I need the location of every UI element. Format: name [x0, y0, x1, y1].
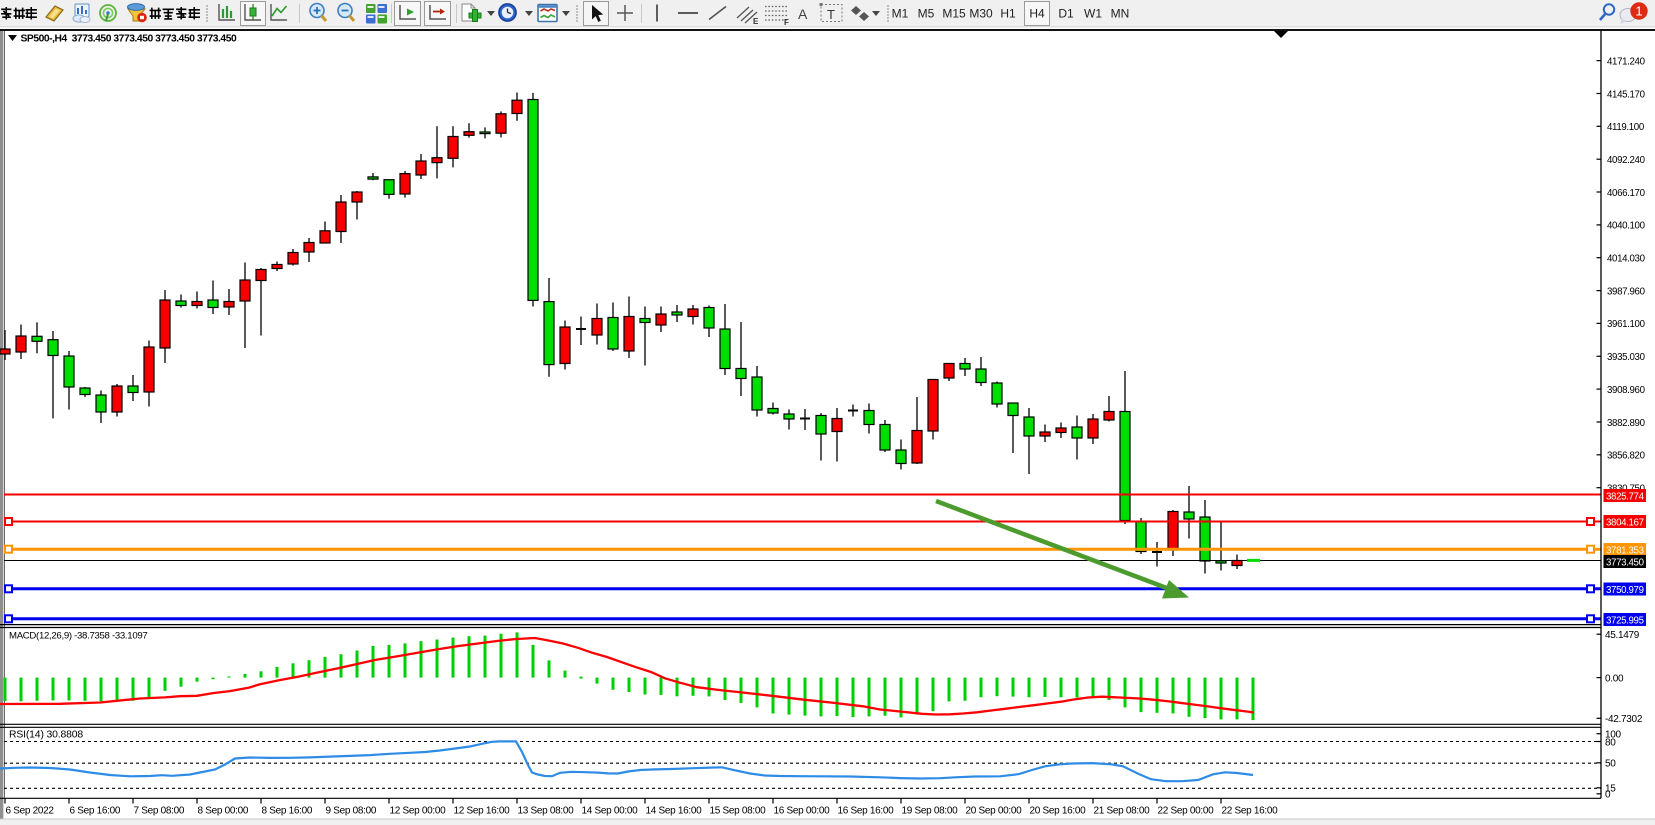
svg-text:H4: H4 — [1029, 7, 1045, 21]
svg-text:14 Sep 00:00: 14 Sep 00:00 — [582, 806, 639, 817]
svg-text:16 Sep 00:00: 16 Sep 00:00 — [774, 806, 831, 817]
svg-text:3773.450: 3773.450 — [1606, 557, 1645, 568]
svg-text:12 Sep 16:00: 12 Sep 16:00 — [454, 806, 511, 817]
svg-text:M5: M5 — [918, 7, 935, 21]
svg-text:D1: D1 — [1058, 7, 1074, 21]
svg-text:20 Sep 00:00: 20 Sep 00:00 — [966, 806, 1023, 817]
svg-text:3825.774: 3825.774 — [1606, 491, 1645, 502]
svg-text:3987.960: 3987.960 — [1607, 286, 1646, 297]
svg-text:22 Sep 00:00: 22 Sep 00:00 — [1158, 806, 1215, 817]
svg-text:MN: MN — [1111, 7, 1130, 21]
svg-text:3804.167: 3804.167 — [1606, 517, 1644, 528]
svg-text:M15: M15 — [942, 7, 966, 21]
svg-text:21 Sep 08:00: 21 Sep 08:00 — [1094, 806, 1151, 817]
svg-text:F: F — [784, 18, 789, 27]
svg-text:MACD(12,26,9) -38.7358 -33.109: MACD(12,26,9) -38.7358 -33.1097 — [9, 631, 147, 642]
svg-text:4171.240: 4171.240 — [1607, 56, 1646, 67]
svg-text:22 Sep 16:00: 22 Sep 16:00 — [1222, 806, 1279, 817]
svg-text:W1: W1 — [1084, 7, 1102, 21]
svg-text:12 Sep 00:00: 12 Sep 00:00 — [390, 806, 447, 817]
svg-text:M30: M30 — [969, 7, 993, 21]
svg-text:E: E — [753, 17, 759, 26]
svg-text:A: A — [798, 6, 808, 22]
svg-text:15 Sep 08:00: 15 Sep 08:00 — [710, 806, 767, 817]
svg-text:4145.170: 4145.170 — [1607, 89, 1646, 100]
svg-text:45.1479: 45.1479 — [1605, 630, 1640, 641]
svg-text:50: 50 — [1605, 759, 1616, 770]
svg-text:19 Sep 08:00: 19 Sep 08:00 — [902, 806, 959, 817]
svg-text:4014.030: 4014.030 — [1607, 254, 1646, 265]
svg-text:4066.170: 4066.170 — [1607, 188, 1646, 199]
svg-text:100: 100 — [1605, 730, 1622, 741]
svg-text:4040.100: 4040.100 — [1607, 221, 1646, 232]
svg-text:3856.820: 3856.820 — [1607, 451, 1646, 462]
svg-text:3781.353: 3781.353 — [1606, 545, 1644, 556]
svg-text:3725.995: 3725.995 — [1606, 615, 1644, 626]
svg-text:13 Sep 08:00: 13 Sep 08:00 — [518, 806, 575, 817]
svg-text:3750.979: 3750.979 — [1606, 585, 1644, 596]
svg-text:3961.100: 3961.100 — [1607, 319, 1646, 330]
svg-text:T: T — [827, 7, 835, 22]
svg-text:7 Sep 08:00: 7 Sep 08:00 — [134, 806, 185, 817]
svg-text:RSI(14) 30.8808: RSI(14) 30.8808 — [9, 730, 83, 741]
svg-text:9 Sep 08:00: 9 Sep 08:00 — [326, 806, 377, 817]
svg-text:H1: H1 — [1000, 7, 1016, 21]
svg-text:-42.7302: -42.7302 — [1605, 714, 1643, 725]
svg-text:15: 15 — [1605, 784, 1616, 795]
svg-text:4119.100: 4119.100 — [1607, 122, 1645, 133]
svg-text:1: 1 — [1635, 4, 1642, 19]
svg-text:6 Sep 16:00: 6 Sep 16:00 — [70, 806, 121, 817]
svg-text:8 Sep 00:00: 8 Sep 00:00 — [198, 806, 249, 817]
svg-text:80: 80 — [1605, 737, 1616, 748]
svg-text:20 Sep 16:00: 20 Sep 16:00 — [1030, 806, 1087, 817]
svg-text:4092.240: 4092.240 — [1607, 155, 1646, 166]
svg-text:SP500-,H4 3773.450 3773.450 3: SP500-,H4 3773.450 3773.450 3773.450 377… — [21, 34, 237, 45]
svg-text:0: 0 — [1605, 790, 1611, 801]
svg-text:6 Sep 2022: 6 Sep 2022 — [6, 806, 55, 817]
svg-text:14 Sep 16:00: 14 Sep 16:00 — [646, 806, 703, 817]
svg-text:8 Sep 16:00: 8 Sep 16:00 — [262, 806, 313, 817]
svg-text:M1: M1 — [892, 7, 909, 21]
svg-text:3908.960: 3908.960 — [1607, 385, 1646, 396]
svg-text:3935.030: 3935.030 — [1607, 352, 1646, 363]
svg-text:16 Sep 16:00: 16 Sep 16:00 — [838, 806, 895, 817]
svg-text:3882.890: 3882.890 — [1607, 418, 1646, 429]
svg-text:0.00: 0.00 — [1605, 673, 1624, 684]
